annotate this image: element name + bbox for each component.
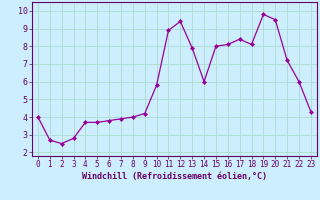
X-axis label: Windchill (Refroidissement éolien,°C): Windchill (Refroidissement éolien,°C) bbox=[82, 172, 267, 181]
